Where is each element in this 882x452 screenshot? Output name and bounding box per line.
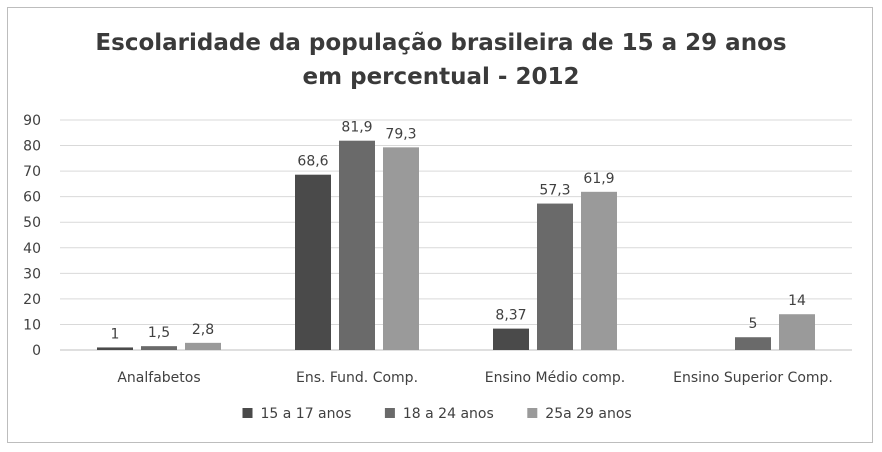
bar: [383, 147, 419, 350]
gridlines: [60, 119, 852, 351]
category-label: Ensino Superior Comp.: [673, 370, 833, 386]
x-axis-categories: Analfabetos Ens. Fund. Comp. Ensino Médio …: [117, 370, 833, 386]
category-label: Analfabetos: [117, 370, 200, 386]
y-tick-label: 80: [23, 139, 41, 155]
y-tick-label: 60: [23, 190, 41, 206]
legend-label: 25a 29 anos: [545, 406, 631, 422]
y-tick-label: 10: [23, 317, 41, 333]
data-label: 81,9: [341, 120, 372, 136]
y-tick-label: 0: [32, 343, 41, 359]
y-tick-label: 40: [23, 241, 41, 257]
chart-frame: [7, 7, 873, 443]
data-label: 1,5: [148, 325, 170, 341]
data-label: 79,3: [385, 126, 416, 142]
bar: [735, 337, 771, 350]
category-label: Ens. Fund. Comp.: [296, 370, 418, 386]
data-labels: 1 1,5 2,8 68,6 81,9 79,3 8,37 57,3 61,9 5 14: [111, 120, 806, 343]
legend-swatch: [242, 408, 253, 418]
data-label: 2,8: [192, 322, 214, 338]
category-label: Ensino Médio comp.: [485, 370, 626, 386]
data-label: 68,6: [297, 154, 328, 170]
bar: [141, 346, 177, 350]
legend: 15 a 17 anos 18 a 24 anos 25a 29 anos: [242, 406, 632, 422]
y-axis-ticks: 0 10 20 30 40 50 60 70 80 90: [23, 113, 41, 359]
bar: [185, 342, 221, 350]
y-tick-label: 30: [23, 266, 41, 282]
bar: [97, 347, 133, 350]
data-label: 57,3: [539, 183, 570, 199]
data-label: 14: [788, 293, 806, 309]
y-tick-label: 50: [23, 215, 41, 231]
chart-title-line-1: Escolaridade da população brasileira de …: [95, 30, 786, 56]
legend-label: 18 a 24 anos: [403, 406, 494, 422]
bar: [779, 314, 815, 350]
chart-title-line-2: em percentual - 2012: [303, 64, 580, 90]
legend-label: 15 a 17 anos: [261, 406, 352, 422]
bar: [339, 140, 375, 350]
bar: [537, 203, 573, 350]
bars: [97, 140, 815, 350]
data-label: 5: [749, 316, 758, 332]
bar: [581, 191, 617, 350]
data-label: 8,37: [495, 308, 526, 324]
y-tick-label: 90: [23, 113, 41, 129]
legend-swatch: [527, 408, 538, 418]
bar: [493, 328, 529, 350]
data-label: 1: [111, 326, 120, 342]
y-tick-label: 70: [23, 164, 41, 180]
bar: [295, 174, 331, 350]
data-label: 61,9: [583, 171, 614, 187]
legend-swatch: [384, 408, 395, 418]
y-tick-label: 20: [23, 292, 41, 308]
